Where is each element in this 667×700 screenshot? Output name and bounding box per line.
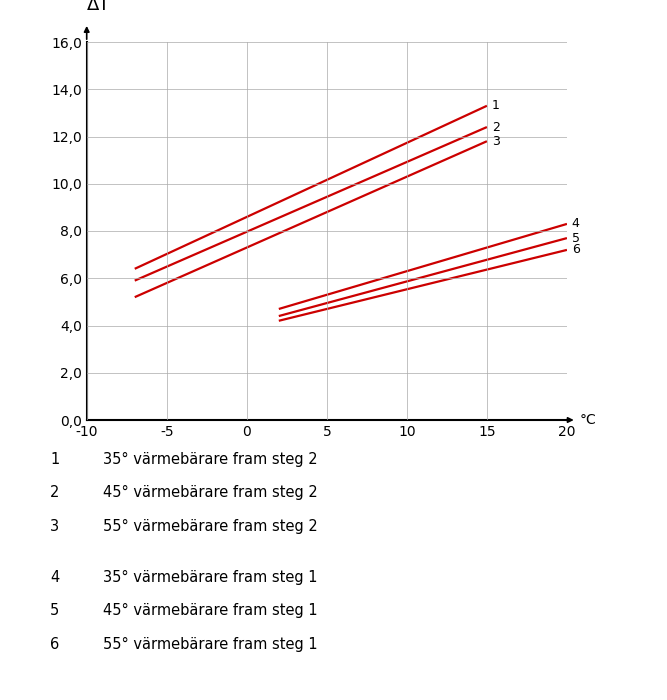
- Text: 6: 6: [572, 244, 580, 256]
- Text: 55° värmebärare fram steg 1: 55° värmebärare fram steg 1: [103, 637, 318, 652]
- Text: 4: 4: [572, 218, 580, 230]
- Text: 55° värmebärare fram steg 2: 55° värmebärare fram steg 2: [103, 519, 318, 533]
- Text: °C: °C: [580, 413, 596, 427]
- Text: 5: 5: [50, 603, 59, 618]
- Text: 1: 1: [50, 452, 59, 466]
- Text: 2: 2: [50, 485, 59, 500]
- Text: 3: 3: [492, 134, 500, 148]
- Text: 1: 1: [492, 99, 500, 112]
- Text: 6: 6: [50, 637, 59, 652]
- Text: 3: 3: [50, 519, 59, 533]
- Text: 45° värmebärare fram steg 1: 45° värmebärare fram steg 1: [103, 603, 318, 618]
- Text: 2: 2: [492, 120, 500, 134]
- Text: ΔT: ΔT: [87, 0, 110, 14]
- Text: 4: 4: [50, 570, 59, 584]
- Text: 35° värmebärare fram steg 1: 35° värmebärare fram steg 1: [103, 570, 318, 584]
- Text: 5: 5: [572, 232, 580, 244]
- Text: 45° värmebärare fram steg 2: 45° värmebärare fram steg 2: [103, 485, 318, 500]
- Text: 35° värmebärare fram steg 2: 35° värmebärare fram steg 2: [103, 452, 318, 466]
